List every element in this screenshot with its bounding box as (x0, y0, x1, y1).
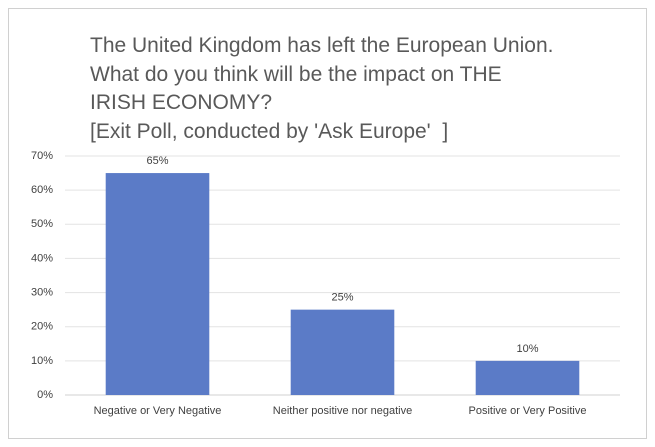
chart-frame (8, 8, 647, 439)
bar (290, 309, 395, 395)
bar (105, 173, 210, 395)
bar (475, 360, 580, 395)
data-label: 65% (146, 155, 168, 167)
x-tick-label: Negative or Very Negative (94, 405, 222, 417)
data-label: 25% (331, 292, 353, 304)
y-tick-label: 50% (31, 218, 53, 230)
y-tick-label: 30% (31, 286, 53, 298)
y-tick-label: 60% (31, 184, 53, 196)
chart-title: The United Kingdom has left the European… (90, 34, 560, 114)
y-tick-label: 40% (31, 252, 53, 264)
y-tick-label: 0% (37, 389, 53, 401)
data-label: 10% (516, 343, 538, 355)
y-tick-label: 20% (31, 321, 53, 333)
x-tick-label: Neither positive nor negative (273, 405, 412, 417)
y-tick-label: 70% (31, 150, 53, 162)
y-tick-label: 10% (31, 355, 53, 367)
chart-subtitle: [Exit Poll, conducted by 'Ask Europe' ] (90, 120, 449, 143)
x-tick-label: Positive or Very Positive (469, 405, 587, 417)
